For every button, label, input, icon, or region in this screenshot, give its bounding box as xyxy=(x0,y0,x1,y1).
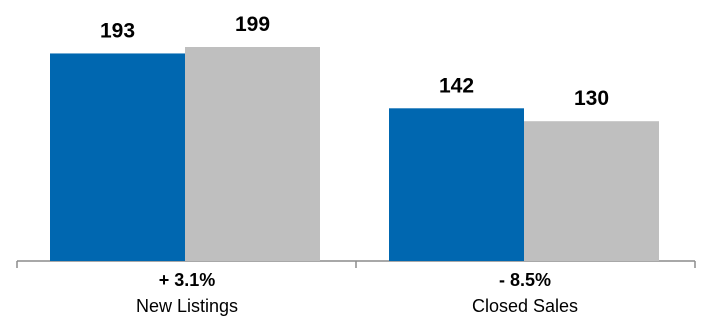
value-labels-group: 193 199 142 130 xyxy=(100,13,609,110)
bars-group xyxy=(50,47,659,262)
change-label-closed-sales: - 8.5% xyxy=(499,270,551,290)
bar-closed-sales-series-1 xyxy=(389,108,524,262)
category-label-new-listings: New Listings xyxy=(136,296,238,316)
category-label-closed-sales: Closed Sales xyxy=(472,296,578,316)
bar-new-listings-series-1 xyxy=(50,53,185,261)
value-label-new-listings-series-2: 199 xyxy=(235,13,270,36)
value-label-new-listings-series-1: 193 xyxy=(100,19,135,42)
change-label-new-listings: + 3.1% xyxy=(159,270,216,290)
value-label-closed-sales-series-2: 130 xyxy=(574,87,609,110)
bar-new-listings-series-2 xyxy=(185,47,320,261)
value-label-closed-sales-series-1: 142 xyxy=(439,74,474,97)
bar-closed-sales-series-2 xyxy=(524,121,659,261)
